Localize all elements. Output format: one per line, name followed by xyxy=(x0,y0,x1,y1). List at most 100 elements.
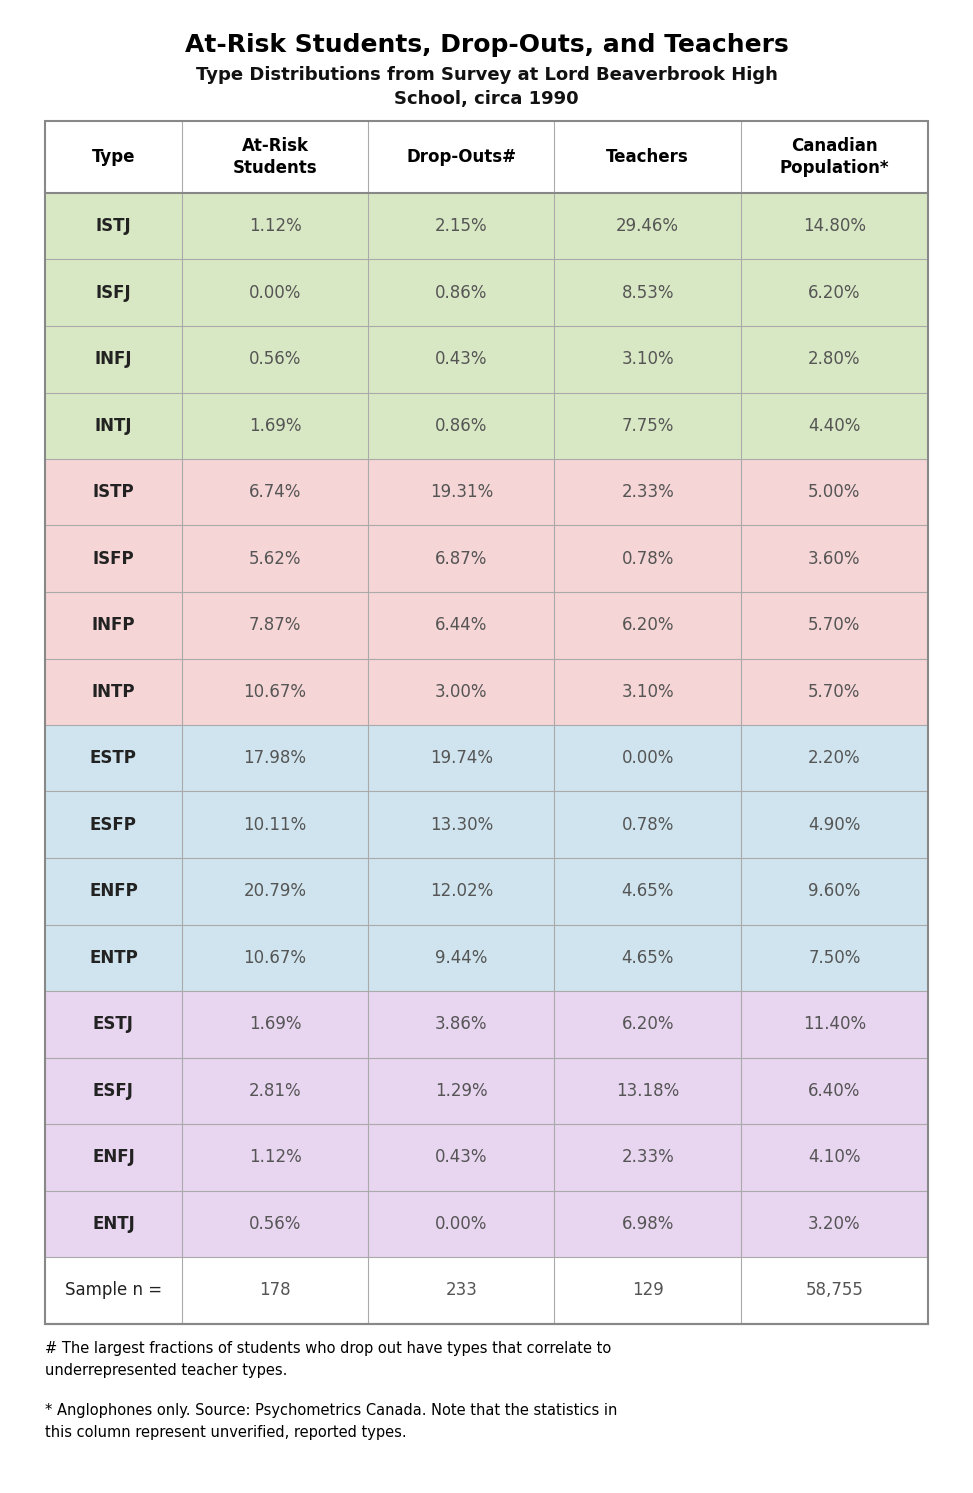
Text: 8.53%: 8.53% xyxy=(622,284,674,302)
Text: 0.86%: 0.86% xyxy=(435,417,487,434)
Bar xyxy=(45,726,928,791)
Text: 5.62%: 5.62% xyxy=(249,549,302,567)
Text: Type Distributions from Survey at Lord Beaverbrook High
School, circa 1990: Type Distributions from Survey at Lord B… xyxy=(196,66,777,107)
Text: 29.46%: 29.46% xyxy=(616,218,679,236)
Text: 5.70%: 5.70% xyxy=(809,682,860,700)
Text: 10.67%: 10.67% xyxy=(243,682,306,700)
Text: 0.86%: 0.86% xyxy=(435,284,487,302)
Text: 13.18%: 13.18% xyxy=(616,1082,679,1100)
Text: 4.65%: 4.65% xyxy=(622,882,674,900)
Bar xyxy=(45,458,928,526)
Bar xyxy=(45,791,928,858)
Text: ENFJ: ENFJ xyxy=(92,1148,135,1166)
Text: 9.60%: 9.60% xyxy=(809,882,860,900)
Text: 4.40%: 4.40% xyxy=(809,417,860,434)
Text: 7.87%: 7.87% xyxy=(249,617,302,635)
Text: 4.65%: 4.65% xyxy=(622,948,674,967)
Text: 20.79%: 20.79% xyxy=(243,882,306,900)
Text: INFJ: INFJ xyxy=(94,351,132,369)
Text: 0.43%: 0.43% xyxy=(435,351,487,369)
Text: 2.33%: 2.33% xyxy=(622,1148,674,1166)
Text: ENFP: ENFP xyxy=(90,882,138,900)
Text: 3.20%: 3.20% xyxy=(809,1215,861,1233)
Bar xyxy=(45,121,928,193)
Text: 10.67%: 10.67% xyxy=(243,948,306,967)
Text: 6.40%: 6.40% xyxy=(809,1082,860,1100)
Text: ESTP: ESTP xyxy=(90,749,137,767)
Text: 129: 129 xyxy=(631,1281,664,1299)
Bar xyxy=(45,991,928,1057)
Text: 0.00%: 0.00% xyxy=(622,749,674,767)
Bar xyxy=(45,1190,928,1257)
Bar xyxy=(45,858,928,924)
Text: Drop-Outs#: Drop-Outs# xyxy=(407,148,517,166)
Text: INFP: INFP xyxy=(91,617,135,635)
Text: At-Risk Students, Drop-Outs, and Teachers: At-Risk Students, Drop-Outs, and Teacher… xyxy=(185,33,788,57)
Text: 6.87%: 6.87% xyxy=(435,549,487,567)
Text: 3.00%: 3.00% xyxy=(435,682,487,700)
Text: 19.74%: 19.74% xyxy=(430,749,493,767)
Text: 0.78%: 0.78% xyxy=(622,549,674,567)
Text: ISTP: ISTP xyxy=(92,484,134,502)
Text: 1.29%: 1.29% xyxy=(435,1082,487,1100)
Bar xyxy=(45,393,928,458)
Text: ESTJ: ESTJ xyxy=(93,1015,134,1033)
Text: 0.56%: 0.56% xyxy=(249,1215,302,1233)
Text: ENTP: ENTP xyxy=(90,948,138,967)
Text: * Anglophones only. Source: Psychometrics Canada. Note that the statistics in
th: * Anglophones only. Source: Psychometric… xyxy=(45,1403,618,1439)
Text: 0.56%: 0.56% xyxy=(249,351,302,369)
Text: 19.31%: 19.31% xyxy=(430,484,493,502)
Text: 6.44%: 6.44% xyxy=(435,617,487,635)
Bar xyxy=(45,658,928,726)
Text: 0.43%: 0.43% xyxy=(435,1148,487,1166)
Text: ESFP: ESFP xyxy=(90,815,137,833)
Text: 6.20%: 6.20% xyxy=(622,617,674,635)
Text: ISFP: ISFP xyxy=(92,549,134,567)
Bar xyxy=(45,1257,928,1323)
Text: 1.69%: 1.69% xyxy=(249,417,302,434)
Text: 2.33%: 2.33% xyxy=(622,484,674,502)
Text: 2.81%: 2.81% xyxy=(249,1082,302,1100)
Text: ENTJ: ENTJ xyxy=(92,1215,135,1233)
Text: 5.00%: 5.00% xyxy=(809,484,860,502)
Text: 13.30%: 13.30% xyxy=(430,815,493,833)
Text: Sample n =: Sample n = xyxy=(65,1281,162,1299)
Text: 2.80%: 2.80% xyxy=(809,351,861,369)
Text: 4.10%: 4.10% xyxy=(809,1148,861,1166)
Bar xyxy=(45,193,928,260)
Text: INTP: INTP xyxy=(91,682,135,700)
Text: Type: Type xyxy=(91,148,135,166)
Text: 12.02%: 12.02% xyxy=(430,882,493,900)
Text: 9.44%: 9.44% xyxy=(435,948,487,967)
Text: 7.50%: 7.50% xyxy=(809,948,860,967)
Text: 5.70%: 5.70% xyxy=(809,617,860,635)
Text: 6.20%: 6.20% xyxy=(622,1015,674,1033)
Text: 1.69%: 1.69% xyxy=(249,1015,302,1033)
Text: 233: 233 xyxy=(446,1281,478,1299)
Text: 11.40%: 11.40% xyxy=(803,1015,866,1033)
Text: 1.12%: 1.12% xyxy=(249,218,302,236)
Bar xyxy=(45,526,928,593)
Bar xyxy=(45,1124,928,1190)
Text: 3.10%: 3.10% xyxy=(622,351,674,369)
Text: 0.78%: 0.78% xyxy=(622,815,674,833)
Text: 0.00%: 0.00% xyxy=(435,1215,487,1233)
Text: 2.20%: 2.20% xyxy=(809,749,861,767)
Text: INTJ: INTJ xyxy=(94,417,132,434)
Bar xyxy=(45,593,928,658)
Text: 4.90%: 4.90% xyxy=(809,815,860,833)
Text: # The largest fractions of students who drop out have types that correlate to
un: # The largest fractions of students who … xyxy=(45,1342,611,1378)
Text: Canadian
Population*: Canadian Population* xyxy=(779,137,889,178)
Text: ESFJ: ESFJ xyxy=(93,1082,134,1100)
Text: 3.60%: 3.60% xyxy=(809,549,861,567)
Bar xyxy=(45,924,928,991)
Text: 1.12%: 1.12% xyxy=(249,1148,302,1166)
Text: 3.86%: 3.86% xyxy=(435,1015,487,1033)
Text: 3.10%: 3.10% xyxy=(622,682,674,700)
Text: ISTJ: ISTJ xyxy=(95,218,131,236)
Bar xyxy=(45,1057,928,1124)
Text: 14.80%: 14.80% xyxy=(803,218,866,236)
Text: 7.75%: 7.75% xyxy=(622,417,674,434)
Text: 6.74%: 6.74% xyxy=(249,484,302,502)
Text: 6.20%: 6.20% xyxy=(809,284,861,302)
